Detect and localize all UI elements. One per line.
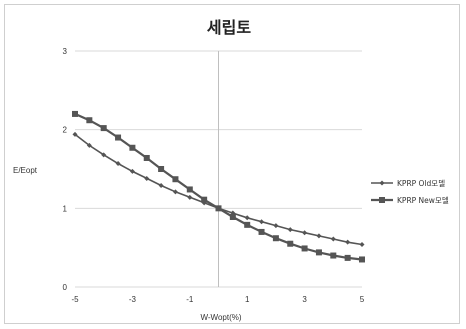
- chart-frame: 세립토 E/Eopt W-Wopt(%) 0 1 2 3 -5 -3 -1 1 3 5 KPRP …: [4, 4, 460, 324]
- x-tick-label: -1: [186, 295, 194, 304]
- legend-marker: [379, 180, 385, 186]
- data-point: [302, 230, 308, 236]
- series-layer: [72, 110, 365, 263]
- x-tick-label: 1: [245, 295, 250, 304]
- grid-layer: [75, 50, 362, 288]
- legend-label: KPRP New모델: [397, 196, 449, 205]
- data-point: [86, 117, 93, 124]
- data-point: [359, 242, 365, 248]
- data-point: [273, 223, 279, 229]
- data-point: [229, 213, 236, 220]
- data-point: [201, 196, 208, 203]
- data-point: [244, 221, 251, 228]
- x-axis-label: W-Wopt(%): [200, 313, 241, 322]
- data-point: [345, 239, 351, 245]
- x-tick-label: -5: [71, 295, 79, 304]
- data-point: [330, 252, 337, 259]
- legend-marker: [379, 197, 385, 203]
- data-point: [72, 131, 78, 137]
- data-point: [315, 249, 322, 256]
- data-point: [272, 235, 279, 242]
- data-point: [72, 110, 78, 117]
- data-point: [186, 186, 193, 193]
- y-tick-label: 3: [63, 47, 68, 56]
- chart-svg: 세립토 E/Eopt W-Wopt(%) 0 1 2 3 -5 -3 -1 1 3 5 KPRP …: [13, 18, 449, 322]
- data-point: [259, 219, 265, 225]
- data-point: [301, 245, 308, 252]
- data-point: [115, 134, 122, 141]
- data-point: [129, 168, 135, 174]
- data-point: [187, 194, 193, 200]
- data-point: [172, 189, 178, 195]
- data-point: [287, 227, 293, 233]
- data-point: [359, 256, 365, 263]
- data-point: [115, 160, 121, 166]
- data-point: [172, 176, 179, 183]
- legend-label: KPRP Old모델: [397, 179, 445, 188]
- data-point: [287, 240, 294, 247]
- data-point: [100, 125, 107, 132]
- y-tick-label: 1: [63, 204, 68, 213]
- y-axis-label: E/Eopt: [13, 166, 38, 175]
- data-point: [86, 142, 92, 148]
- legend: KPRP Old모델 KPRP New모델: [371, 179, 449, 205]
- data-point: [144, 175, 150, 181]
- data-point: [158, 166, 165, 172]
- data-point: [129, 144, 136, 151]
- y-tick-label: 2: [63, 126, 68, 135]
- tick-layer: 0 1 2 3 -5 -3 -1 1 3 5: [63, 47, 365, 304]
- chart-title: 세립토: [207, 18, 251, 37]
- x-tick-label: -3: [129, 295, 137, 304]
- data-point: [330, 236, 336, 242]
- data-point: [244, 215, 250, 221]
- data-point: [143, 154, 150, 161]
- data-point: [316, 233, 322, 239]
- data-point: [344, 254, 351, 261]
- y-tick-label: 0: [63, 283, 68, 292]
- x-tick-label: 5: [360, 295, 365, 304]
- data-point: [158, 183, 164, 189]
- data-point: [101, 152, 107, 158]
- x-tick-label: 3: [302, 295, 307, 304]
- data-point: [215, 205, 222, 212]
- data-point: [258, 228, 265, 235]
